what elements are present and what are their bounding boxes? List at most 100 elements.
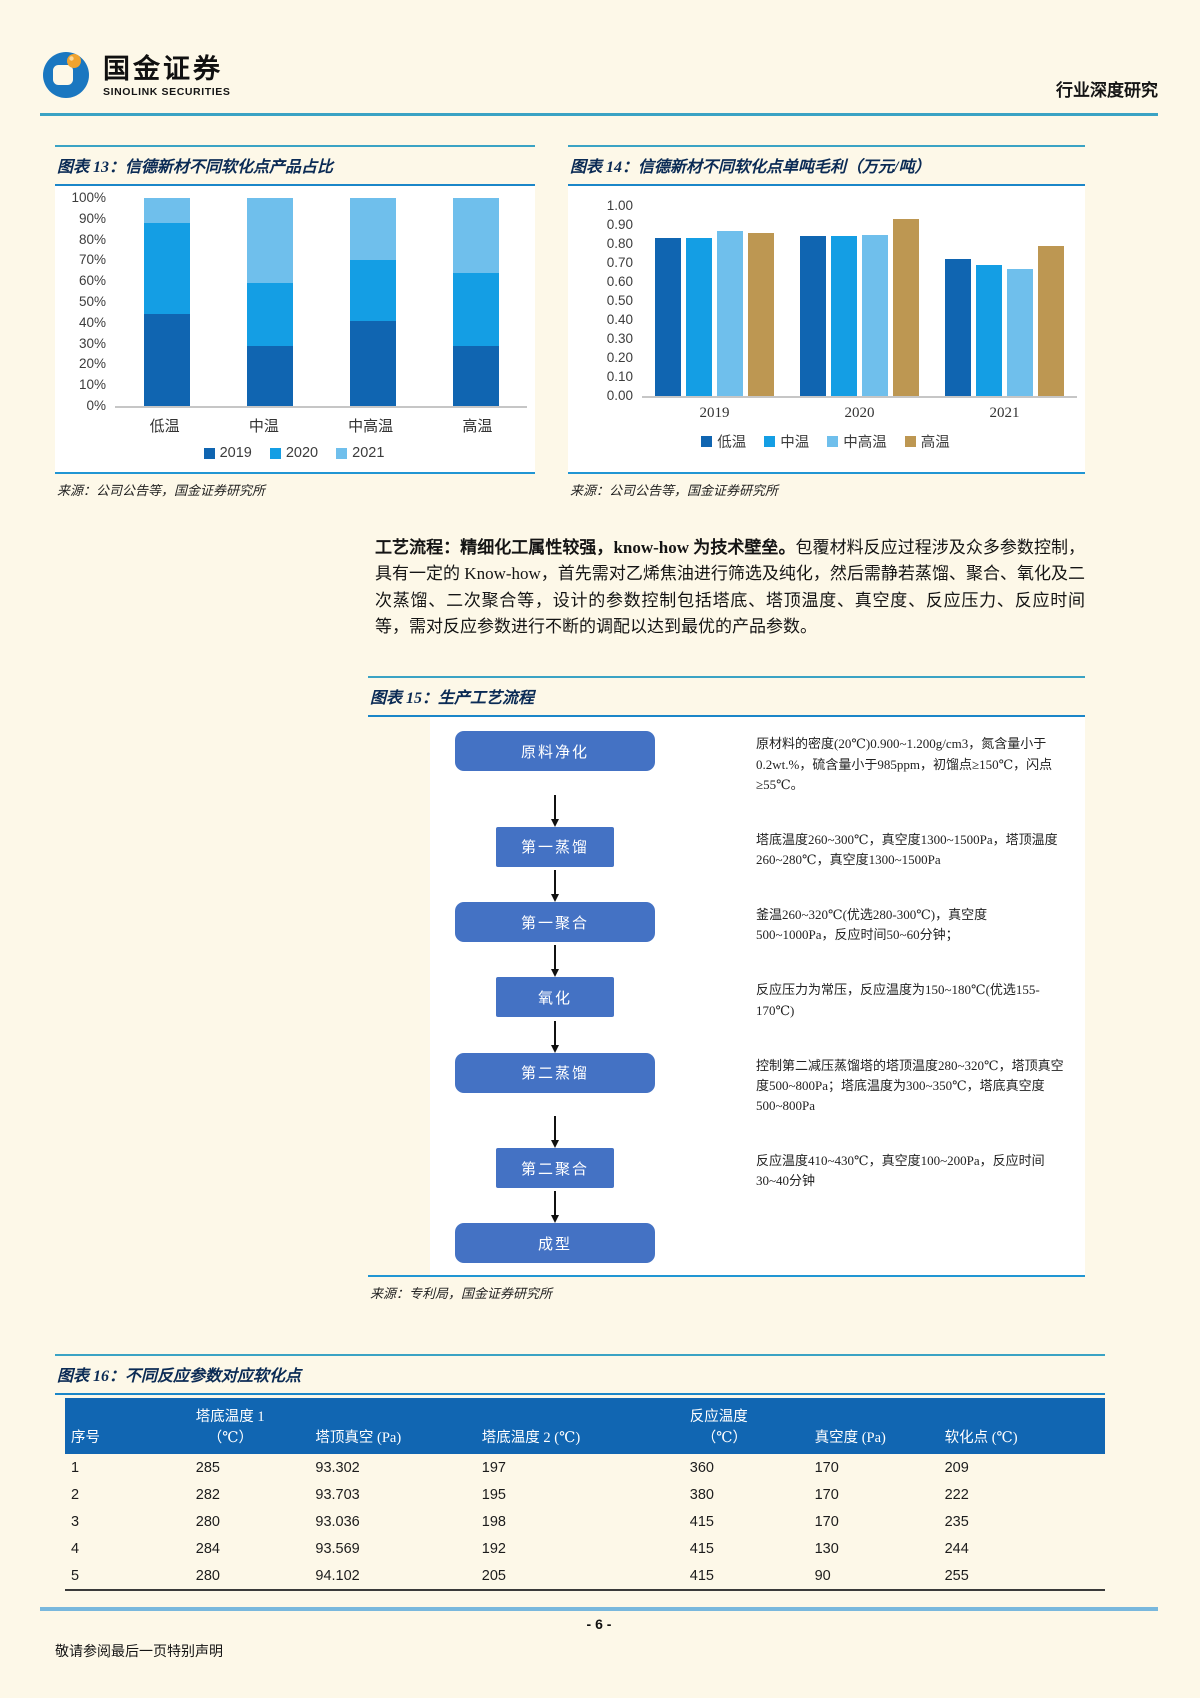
y-tick-label: 0.60 [606, 274, 633, 289]
brand-logo: 国金证券 SINOLINK SECURITIES [40, 48, 231, 105]
table-cell: 93.036 [315, 1513, 360, 1530]
table-cell: 197 [481, 1459, 506, 1476]
figure-15: 图表 15：生产工艺流程 原料净化 原材料的密度(20℃)0.900~1.200g… [368, 676, 1085, 1310]
flow-box: 第二蒸馏 [455, 1052, 655, 1093]
header-line2: 塔底温度 2 (℃) [481, 1430, 581, 1447]
bar [800, 236, 826, 396]
table-cell: 170 [814, 1459, 839, 1476]
header-line2: （℃） [701, 1430, 748, 1447]
figure-14-title: 图表 14：信德新材不同软化点单吨毛利（万元/吨） [568, 147, 1085, 186]
bar-segment [349, 320, 396, 406]
header-line1 [315, 1408, 471, 1426]
table-cell: 4 [71, 1540, 80, 1557]
flow-step-note: 塔底温度260~300℃，真空度1300~1500Pa，塔顶温度260~280℃… [756, 831, 1058, 867]
x-axis-label: 高温 [462, 419, 493, 435]
bar-segment [143, 314, 190, 406]
flow-box-column: 第一蒸馏 [430, 826, 680, 870]
table-cell: 130 [814, 1540, 839, 1557]
legend-item: 中高温 [827, 431, 887, 452]
bar [976, 264, 1002, 396]
bar-segment [143, 198, 190, 223]
header-line2: （℃） [207, 1430, 254, 1447]
flow-arrow-down-icon [430, 1020, 680, 1053]
figure-14: 图表 14：信德新材不同软化点单吨毛利（万元/吨） 1.00 0.90 0.80 0.… [568, 145, 1085, 507]
header-line1 [945, 1408, 1101, 1426]
report-type-label: 行业深度研究 [1056, 81, 1158, 100]
flow-box: 成型 [455, 1223, 655, 1264]
legend-item: 低温 [701, 431, 746, 452]
bar-segment [452, 198, 499, 273]
page-header: 国金证券 SINOLINK SECURITIES 行业深度研究 [40, 48, 1158, 116]
table-cell: 205 [475, 1562, 684, 1592]
stacked-bar [349, 198, 396, 406]
figure-14-chart: 1.00 0.90 0.80 0.70 0.60 0.50 0.40 0.30 0.20 0.10… [568, 186, 1085, 472]
y-tick-label: 1.00 [606, 198, 633, 213]
table-header-cell: 塔顶真空 (Pa) [309, 1398, 476, 1455]
table-cell: 255 [938, 1562, 1105, 1592]
table-header-cell: 塔底温度 1 （℃） [189, 1398, 310, 1455]
table-cell: 280 [189, 1562, 310, 1592]
y-axis: 100% 90% 80% 70% 60% 50% 40% 30% 20% 10% 0% [61, 190, 115, 413]
figure-13: 图表 13：信德新材不同软化点产品占比 100% 90% 80% 70% 60% 50% 4… [55, 145, 535, 507]
x-axis-label: 2019 [699, 405, 730, 421]
bar [1038, 245, 1064, 396]
flow-step: 第一蒸馏 塔底温度260~300℃，真空度1300~1500Pa，塔顶温度260~… [430, 826, 1079, 870]
table-header-cell: 反应温度 （℃） [683, 1398, 809, 1455]
x-axis-label: 低温 [149, 419, 180, 435]
figure-16: 图表 16：不同反应参数对应软化点 序号 塔底温度 1 （℃） 塔顶真空 (Pa) 塔底… [55, 1354, 1105, 1592]
flow-step: 氧化 反应压力为常压，反应温度为150~180℃(优选155-170℃) [430, 977, 1079, 1020]
bar-segment [452, 345, 499, 406]
x-axis-labels: 2019 2020 2021 [642, 398, 1077, 422]
bar [945, 259, 971, 396]
arrow-head [551, 1140, 559, 1149]
bar [1007, 268, 1033, 396]
y-tick-label: 90% [78, 210, 106, 226]
flow-step-note: 釜温260~320℃(优选280-300℃)，真空度500~1000Pa，反应时… [756, 907, 988, 943]
header-line2: 序号 [71, 1430, 100, 1447]
legend-item: 2019 [203, 445, 252, 461]
y-tick-label: 0.50 [606, 293, 633, 308]
plot-area [642, 206, 1077, 398]
legend-item: 高温 [904, 431, 950, 452]
table-cell: 222 [944, 1486, 969, 1503]
y-tick-label: 0.80 [606, 236, 633, 251]
brand-name-en: SINOLINK SECURITIES [103, 85, 231, 98]
table-cell: 415 [683, 1562, 809, 1592]
figure-13-chart: 100% 90% 80% 70% 60% 50% 40% 30% 20% 10% 0% 低温 中温 中高温… [55, 186, 535, 472]
y-tick-label: 40% [78, 314, 106, 330]
table-cell: 90 [808, 1562, 939, 1592]
paragraph-lead: 工艺流程：精细化工属性较强，know-how 为技术壁垒。 [375, 538, 796, 557]
flow-step: 成型 [430, 1223, 1079, 1265]
table-cell: 5 [65, 1562, 190, 1592]
y-tick-label: 0% [86, 398, 106, 413]
flow-box-column: 第一聚合 [430, 902, 680, 945]
arrow-head [551, 969, 559, 978]
table-cell: 195 [481, 1486, 506, 1503]
y-tick-label: 60% [78, 273, 106, 289]
bar [831, 236, 857, 396]
table-cell: 284 [195, 1540, 220, 1557]
table-cell: 280 [195, 1513, 220, 1530]
bar [862, 234, 888, 396]
legend-label: 中温 [780, 435, 810, 451]
y-tick-label: 0.10 [606, 369, 633, 384]
process-paragraph: 工艺流程：精细化工属性较强，know-how 为技术壁垒。包覆材料反应过程涉及众… [375, 535, 1085, 640]
header-line2: 真空度 (Pa) [814, 1430, 886, 1447]
table-header-cell: 软化点 (℃) [938, 1398, 1105, 1455]
table-cell: 93.703 [315, 1486, 360, 1503]
legend-swatch-icon [269, 447, 281, 459]
bar-segment [246, 345, 293, 406]
bar [655, 238, 681, 396]
figure-15-source: 来源：专利局，国金证券研究所 [368, 1275, 1085, 1310]
legend-label: 高温 [920, 435, 950, 451]
page-number: - 6 - [586, 1616, 612, 1632]
table-body: 1 285 93.302 197 360 170 209 2 282 93.703 195 380 17… [65, 1454, 1105, 1592]
bar [686, 238, 712, 396]
bar-segment [246, 283, 293, 346]
table-cell: 360 [689, 1459, 714, 1476]
table-row: 5 280 94.102 205 415 90 255 [65, 1562, 1105, 1592]
bar-group [945, 206, 1064, 396]
bar-segment [349, 260, 396, 321]
y-tick-label: 80% [78, 231, 106, 247]
figure-13-title: 图表 13：信德新材不同软化点产品占比 [55, 147, 535, 186]
